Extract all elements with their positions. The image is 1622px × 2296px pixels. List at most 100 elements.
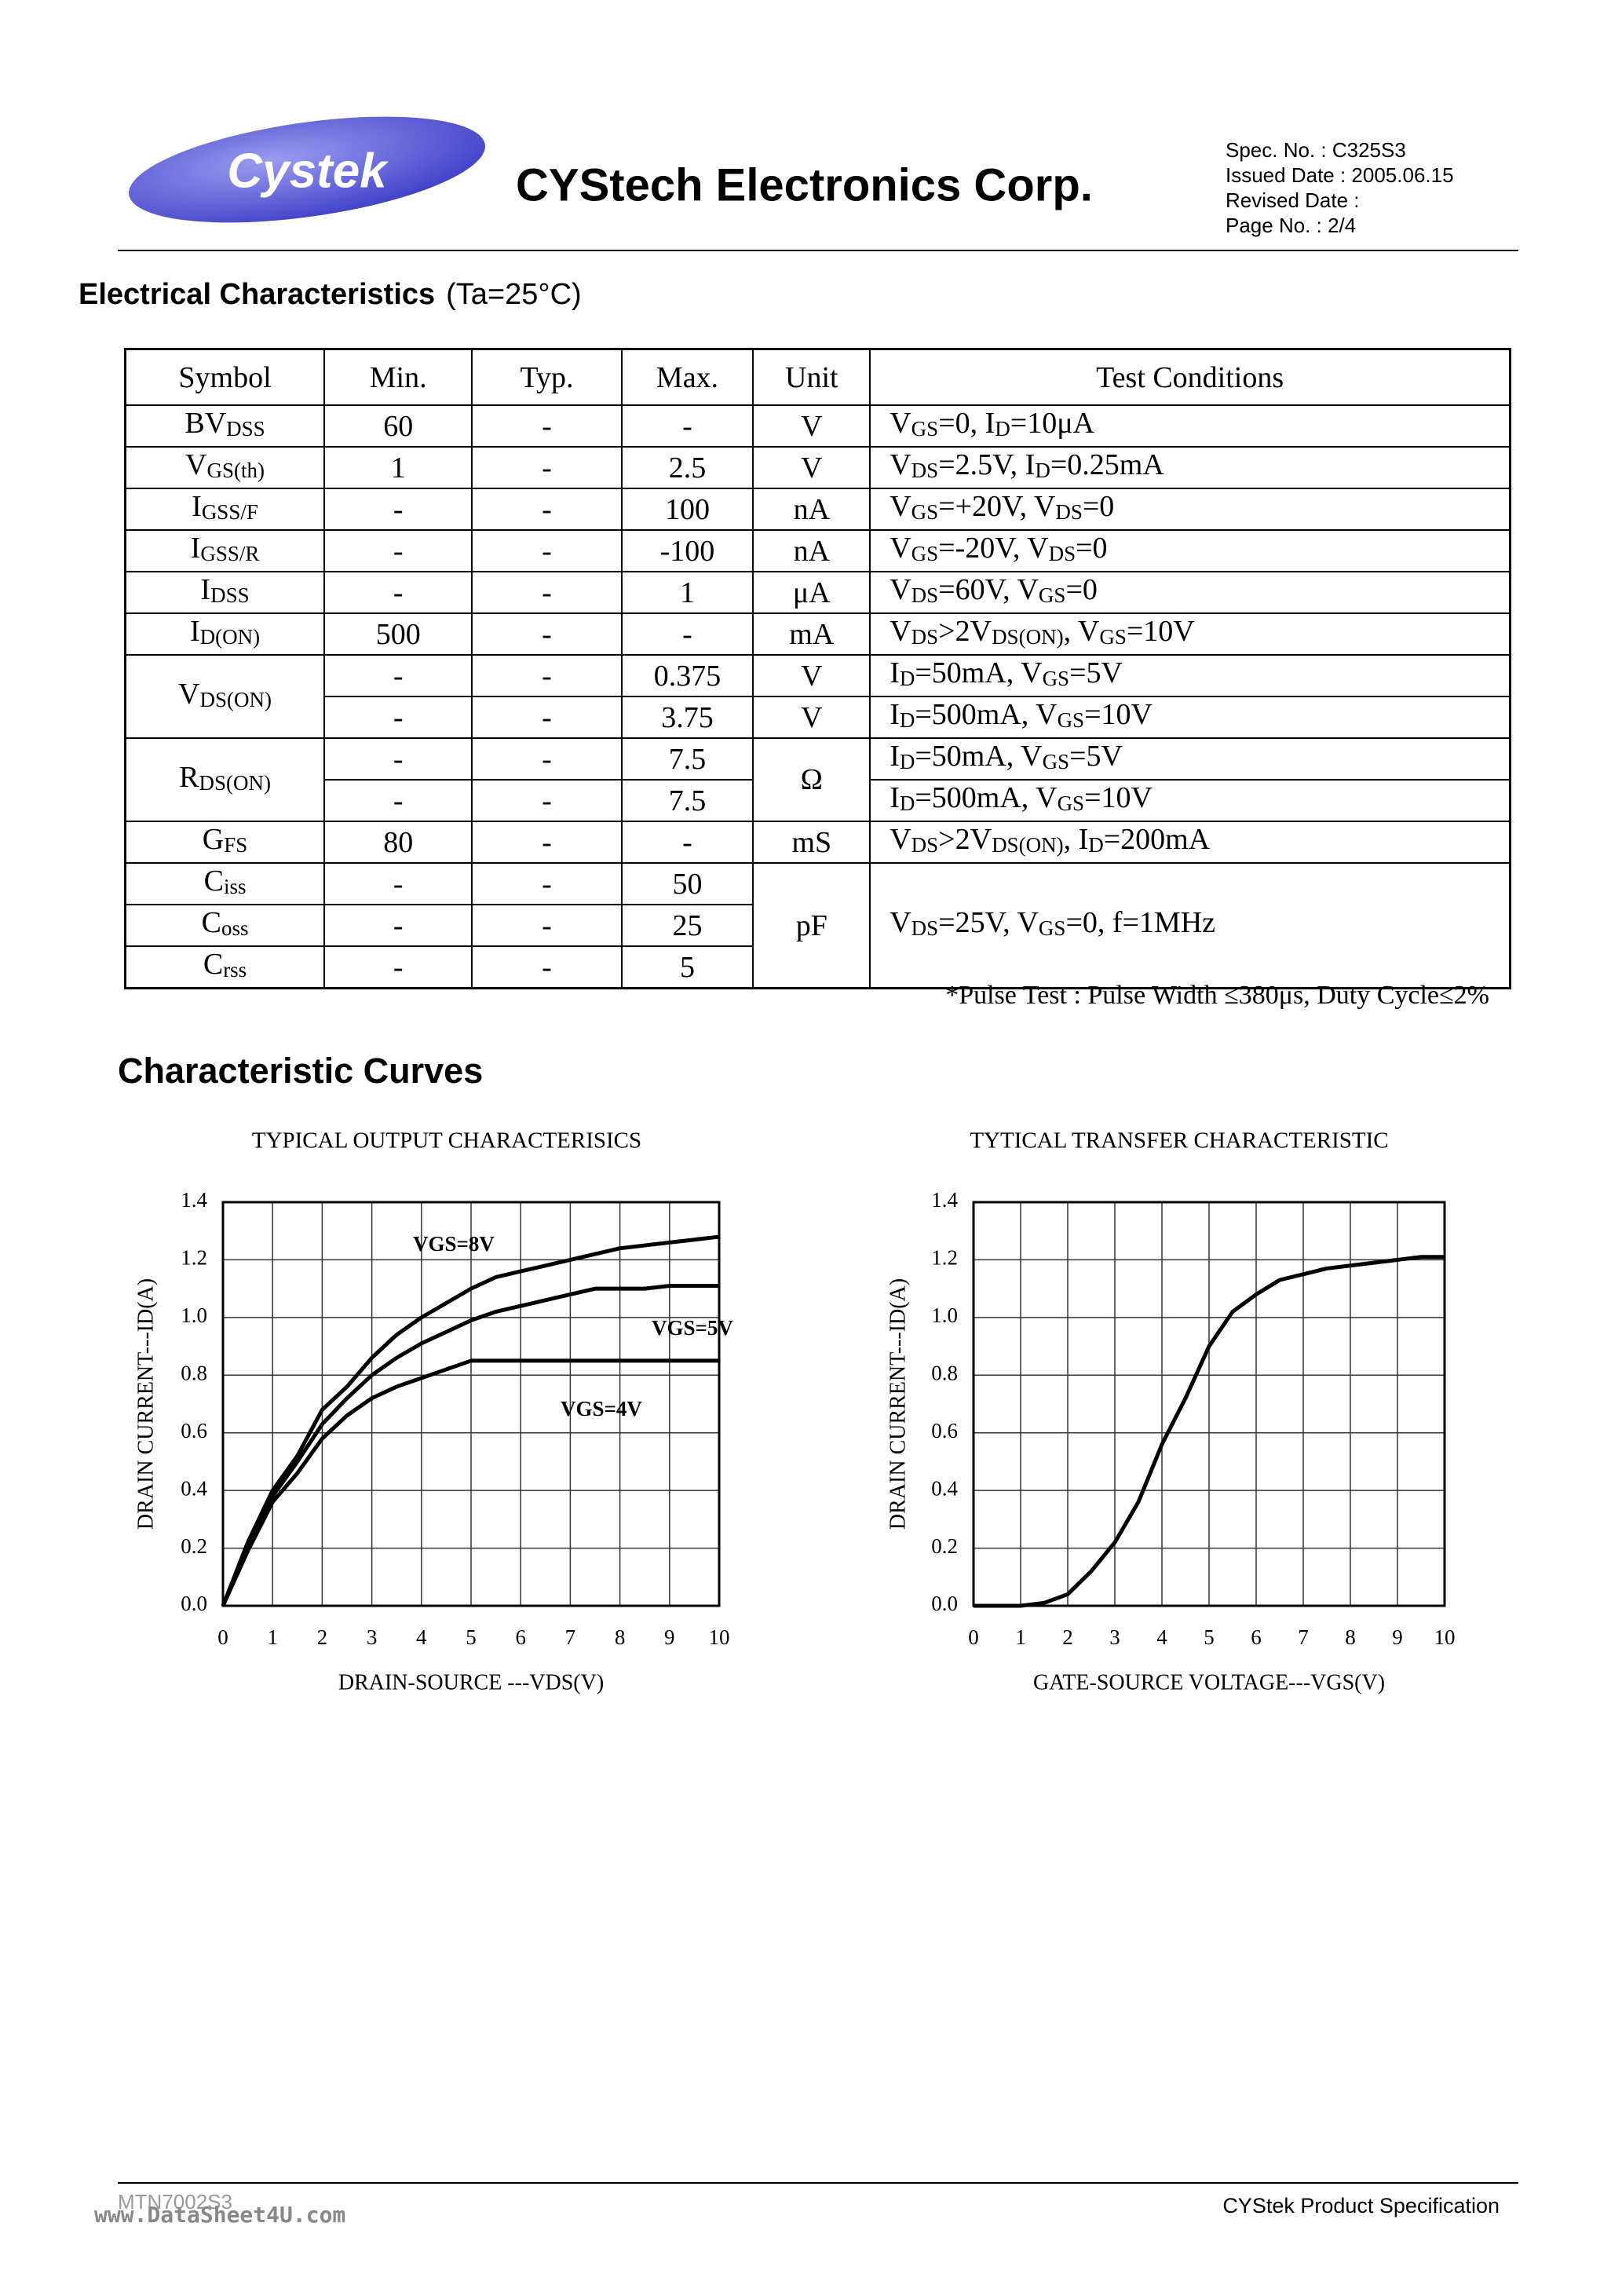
conditions-cell: VDS=60V, VGS=0	[869, 571, 1511, 614]
text-part: =0.25mA	[1050, 448, 1164, 481]
unit-cell: mA	[752, 612, 871, 656]
characteristics-table: Symbol Min. Typ. Max. Unit Test Conditions BVD…	[124, 348, 1511, 989]
x-tick-label: 10	[1434, 1625, 1456, 1649]
subscript: D(ON)	[199, 625, 261, 649]
min-cell: -	[323, 779, 473, 822]
y-tick-label: 0.6	[931, 1419, 958, 1442]
max-cell: -	[620, 612, 754, 656]
table-row: - -7.5 ID=500mA, VGS=10V	[126, 779, 1511, 822]
max-cell: 0.375	[620, 654, 754, 697]
text-part: =60V, V	[938, 573, 1039, 606]
text-part: V	[890, 407, 911, 440]
text-part: =+20V, V	[938, 490, 1056, 523]
x-tick-label: 7	[1298, 1625, 1309, 1649]
table-row: VGS(th) 1-2.5 V VDS=2.5V, ID=0.25mA	[124, 446, 1511, 489]
typ-cell: -	[471, 862, 623, 905]
text-part: V	[185, 448, 207, 481]
footer-spec: CYStek Product Specification	[1222, 2194, 1500, 2217]
min-cell: -	[323, 862, 473, 905]
series-label: VGS=8V	[413, 1232, 495, 1256]
table-row: RDS(ON) - -7.5 Ω ID=50mA, VGS=5V	[124, 737, 1511, 822]
x-tick-label: 9	[664, 1625, 675, 1649]
unit-cell: μA	[752, 571, 871, 614]
text-part: , V	[1063, 615, 1100, 648]
unit-cell: nA	[752, 488, 871, 531]
y-axis-label: DRAIN CURRENT---ID(A)	[886, 1278, 910, 1530]
table-row: ID(ON) 500- - mA VDS>2VDS(ON), VGS=10V	[124, 612, 1511, 656]
text-part: C	[203, 865, 224, 898]
unit-cell: V	[752, 696, 871, 739]
logo-text: Cystek	[227, 144, 389, 198]
min-cell: 500	[323, 612, 473, 656]
text-part: G	[202, 823, 225, 856]
text-part: I	[192, 490, 202, 523]
table-row: GFS 80- - mS VDS>2VDS(ON), ID=200mA	[124, 821, 1511, 864]
symbol-cell: IGSS/R	[124, 529, 326, 572]
text-part: >2V	[938, 615, 992, 648]
max-cell: -	[620, 404, 754, 448]
y-tick-label: 0.2	[181, 1534, 207, 1558]
subscript: DSS	[210, 583, 250, 607]
x-tick-label: 8	[615, 1625, 626, 1649]
max-cell: -100	[620, 529, 754, 572]
conditions-cell: ID=50mA, VGS=5V	[869, 737, 1511, 781]
subscript: D	[1088, 833, 1104, 857]
section-title: Electrical Characteristics	[79, 278, 435, 311]
typ-cell: -	[471, 737, 623, 781]
header-cell: Min.	[323, 348, 473, 406]
text-part: I	[190, 532, 201, 565]
text-part: =25V, V	[938, 906, 1039, 939]
symbol-cell: VDS(ON)	[124, 654, 326, 739]
text-part: V	[890, 573, 911, 606]
max-cell: 3.75	[620, 696, 754, 739]
typ-cell: -	[471, 696, 623, 739]
min-cell: -	[323, 654, 473, 697]
unit-cell: V	[752, 404, 871, 448]
text-part: =10V	[1084, 781, 1153, 814]
table-row: Coss - -25	[124, 904, 1511, 947]
x-tick-label: 0	[968, 1625, 979, 1649]
max-cell: -	[620, 821, 754, 864]
text-part: I	[890, 740, 900, 773]
text-part: =10V	[1126, 615, 1195, 648]
text-part: V	[890, 615, 911, 648]
x-tick-label: 3	[367, 1625, 378, 1649]
subscript: D	[1035, 459, 1050, 482]
subscript: D	[995, 417, 1010, 441]
symbol-cell: Crss	[124, 945, 326, 989]
curve	[974, 1255, 1445, 1608]
header-cell: Max.	[620, 348, 754, 406]
min-cell: -	[323, 904, 473, 947]
max-cell: 50	[620, 862, 754, 905]
min-cell: -	[323, 737, 473, 781]
subscript: GS	[1057, 708, 1085, 732]
text-part: =10μA	[1010, 407, 1095, 440]
text-part: =200mA	[1103, 823, 1211, 856]
typ-cell: -	[471, 571, 623, 614]
y-tick-label: 0.2	[931, 1534, 958, 1558]
typ-cell: -	[471, 821, 623, 864]
section-condition: (Ta=25°C)	[446, 278, 582, 311]
text-part: V	[890, 532, 911, 565]
subscript: DS	[911, 625, 939, 649]
y-tick-label: 0.0	[931, 1592, 958, 1615]
subscript: rss	[223, 958, 247, 982]
curve	[221, 1234, 720, 1607]
header-cell: Typ.	[471, 348, 623, 406]
x-tick-label: 0	[217, 1625, 228, 1649]
subscript: DS	[911, 459, 939, 482]
typ-cell: -	[471, 945, 623, 989]
min-cell: -	[323, 945, 473, 989]
text-part: =500mA, V	[915, 781, 1058, 814]
conditions-cell: ID=500mA, VGS=10V	[869, 779, 1511, 822]
text-part: V	[890, 823, 911, 856]
y-tick-label: 1.2	[181, 1246, 207, 1270]
conditions-cell: VDS>2VDS(ON), ID=200mA	[869, 821, 1511, 864]
text-part: =50mA, V	[915, 740, 1043, 773]
max-cell: 100	[620, 488, 754, 531]
x-tick-label: 6	[515, 1625, 526, 1649]
y-tick-label: 1.0	[181, 1303, 207, 1327]
subscript: D	[899, 667, 915, 690]
unit-cell: pF	[752, 862, 871, 989]
